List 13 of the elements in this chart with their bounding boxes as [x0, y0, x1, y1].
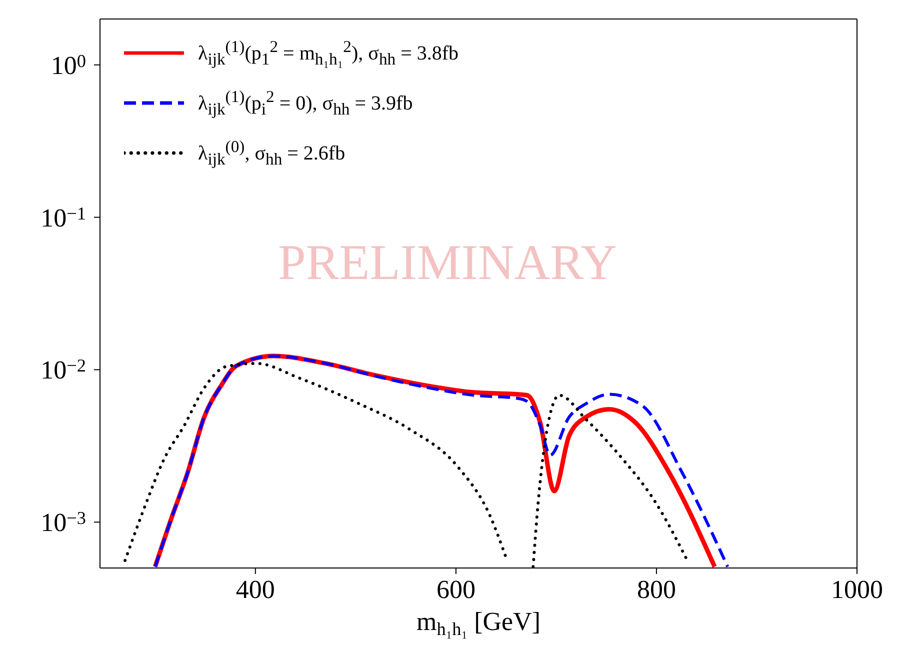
x-tick-label: 800	[636, 575, 676, 604]
y-tick-label: 10$^{0}$	[50, 50, 86, 80]
x-tick-label: 1000	[831, 575, 883, 604]
x-tick-label: 400	[236, 575, 275, 604]
text: λ$_{ijk}$$^{(1)}$(p$_{i}$$^{2}$ = 0), σ$_{hh}$ = 3.9fb	[198, 86, 413, 118]
y-tick-label: 10$^{−1}$	[40, 203, 86, 232]
x-axis-title: m$_{h₁h₁}$ [GeV]	[416, 607, 541, 638]
legend-label: λ$_{ijk}$$^{(0)}$, σ$_{hh}$ = 2.6fb	[198, 136, 346, 170]
x-tick-label: 600	[436, 575, 476, 604]
text: λ$_{ijk}$$^{(1)}$(p$_{1}$$^{2}$ = m$_{h₁h₁}$$^{2}$), σ$_{hh}$ = 3.8fb	[198, 36, 459, 68]
y-tick-label: 10$^{−3}$	[40, 508, 86, 538]
annotation: PRELIMINARY	[278, 233, 617, 291]
y-tick-label: 10$^{−2}$	[40, 356, 86, 385]
